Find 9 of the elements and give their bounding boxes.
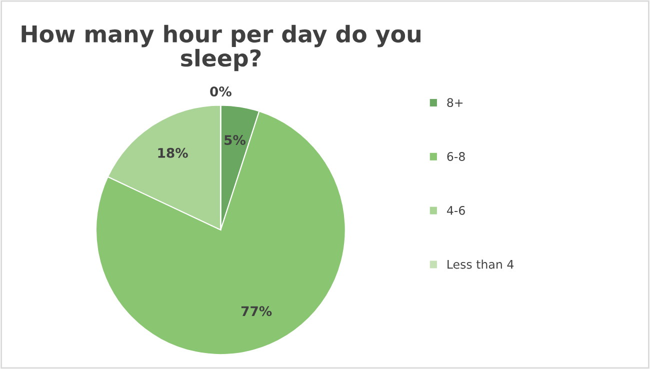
- legend-label: 6-8: [447, 152, 465, 161]
- data-label: 5%: [224, 135, 246, 146]
- legend-label: Less than 4: [448, 260, 514, 269]
- legend-label: 8+: [447, 98, 463, 108]
- data-label: 18%: [158, 148, 188, 158]
- legend-label: 4-6: [446, 206, 465, 215]
- text: 0%: [210, 86, 232, 97]
- chart-title: How many hour per day do you sleep?: [22, 24, 420, 72]
- data-label: 77%: [241, 306, 272, 316]
